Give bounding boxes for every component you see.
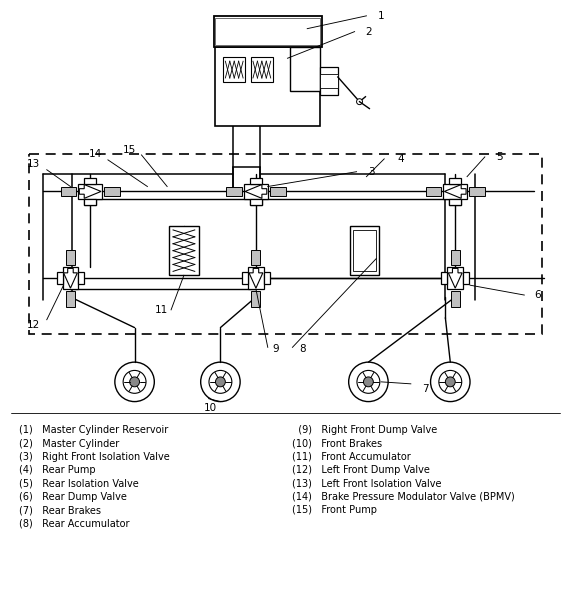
Polygon shape (63, 268, 77, 288)
Text: 6: 6 (534, 290, 540, 300)
Bar (250, 194, 262, 205)
Polygon shape (249, 268, 263, 288)
Circle shape (431, 362, 470, 402)
Text: 12: 12 (26, 319, 40, 330)
Bar (250, 178, 262, 184)
Bar (66, 291, 75, 307)
Bar (84, 194, 96, 205)
Circle shape (445, 377, 455, 387)
Bar (290, 48, 320, 91)
Bar (60, 187, 77, 196)
Text: 3: 3 (368, 167, 374, 177)
Bar (426, 187, 441, 196)
Text: (2)   Master Cylinder: (2) Master Cylinder (19, 439, 119, 449)
Text: 9: 9 (272, 344, 279, 354)
Circle shape (200, 362, 240, 402)
Text: (13)   Left Front Isolation Valve: (13) Left Front Isolation Valve (293, 479, 442, 489)
Bar (223, 57, 245, 82)
Text: 8: 8 (299, 344, 306, 354)
Bar (463, 272, 469, 284)
Bar (215, 18, 320, 45)
Text: (5)   Rear Isolation Valve: (5) Rear Isolation Valve (19, 479, 139, 489)
Text: 4: 4 (397, 154, 404, 164)
Bar (63, 268, 78, 289)
Text: 15: 15 (123, 145, 137, 155)
Bar (242, 272, 248, 284)
Circle shape (348, 362, 388, 402)
Bar (451, 250, 460, 265)
Bar (226, 187, 242, 196)
Bar (244, 184, 268, 199)
Bar (251, 57, 272, 82)
Polygon shape (79, 185, 101, 198)
Bar (248, 268, 264, 289)
Bar (78, 272, 84, 284)
Bar (264, 272, 270, 284)
Circle shape (357, 99, 362, 105)
Polygon shape (444, 185, 466, 198)
Circle shape (115, 362, 154, 402)
Bar (66, 250, 75, 265)
Text: (7)   Rear Brakes: (7) Rear Brakes (19, 505, 101, 515)
Text: (8)   Rear Accumulator: (8) Rear Accumulator (19, 519, 130, 529)
Circle shape (363, 377, 373, 387)
Bar (214, 16, 322, 48)
Text: (9)   Right Front Dump Valve: (9) Right Front Dump Valve (293, 426, 438, 435)
Bar (78, 184, 102, 199)
Circle shape (439, 371, 462, 393)
Bar (56, 272, 63, 284)
Text: 2: 2 (365, 27, 372, 36)
Text: 14: 14 (89, 149, 102, 159)
Bar (448, 268, 463, 289)
Bar (449, 194, 461, 205)
Circle shape (357, 371, 380, 393)
Bar (353, 230, 376, 271)
Text: (14)   Brake Pressure Modulator Valve (BPMV): (14) Brake Pressure Modulator Valve (BPM… (293, 492, 515, 502)
Bar (84, 199, 96, 205)
Text: 7: 7 (422, 384, 429, 394)
Bar (29, 154, 542, 334)
Text: (12)   Left Front Dump Valve: (12) Left Front Dump Valve (293, 465, 430, 475)
Polygon shape (448, 268, 462, 288)
Bar (84, 178, 96, 184)
Text: 5: 5 (497, 152, 503, 162)
Bar (350, 226, 379, 275)
Bar (451, 291, 460, 307)
Bar (449, 178, 461, 184)
Bar (441, 272, 448, 284)
Bar (449, 199, 461, 205)
Bar (215, 48, 320, 126)
Bar (270, 187, 286, 196)
Circle shape (130, 377, 139, 387)
Bar (469, 187, 485, 196)
Text: 11: 11 (154, 305, 168, 315)
Text: (15)   Front Pump: (15) Front Pump (293, 505, 377, 515)
Text: 10: 10 (204, 403, 217, 414)
Bar (250, 199, 262, 205)
Bar (252, 250, 260, 265)
Text: (6)   Rear Dump Valve: (6) Rear Dump Valve (19, 492, 127, 502)
Circle shape (209, 371, 232, 393)
Polygon shape (245, 185, 267, 198)
Bar (320, 67, 338, 95)
Text: (3)   Right Front Isolation Valve: (3) Right Front Isolation Valve (19, 452, 170, 462)
Text: (10)   Front Brakes: (10) Front Brakes (293, 439, 382, 449)
Text: (4)   Rear Pump: (4) Rear Pump (19, 465, 96, 475)
Text: 1: 1 (378, 11, 385, 21)
Bar (444, 184, 467, 199)
Circle shape (123, 371, 146, 393)
Circle shape (215, 377, 225, 387)
Text: (1)   Master Cylinder Reservoir: (1) Master Cylinder Reservoir (19, 426, 168, 435)
Bar (104, 187, 120, 196)
Text: 13: 13 (26, 159, 40, 169)
Bar (169, 226, 199, 275)
Text: (11)   Front Accumulator: (11) Front Accumulator (293, 452, 411, 462)
Bar (252, 291, 260, 307)
Bar (320, 74, 338, 88)
